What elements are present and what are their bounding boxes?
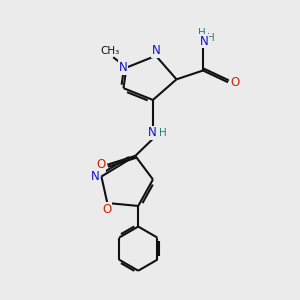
Text: N: N	[91, 170, 99, 183]
Text: N: N	[118, 61, 127, 74]
Text: H: H	[159, 128, 167, 138]
Text: N: N	[200, 34, 208, 48]
Text: O: O	[230, 76, 239, 89]
Text: O: O	[102, 203, 111, 216]
Text: H: H	[207, 32, 215, 43]
Text: H: H	[198, 28, 206, 38]
Text: N: N	[152, 44, 160, 57]
Text: CH₃: CH₃	[100, 46, 120, 56]
Text: O: O	[96, 158, 106, 171]
Text: N: N	[148, 126, 156, 140]
